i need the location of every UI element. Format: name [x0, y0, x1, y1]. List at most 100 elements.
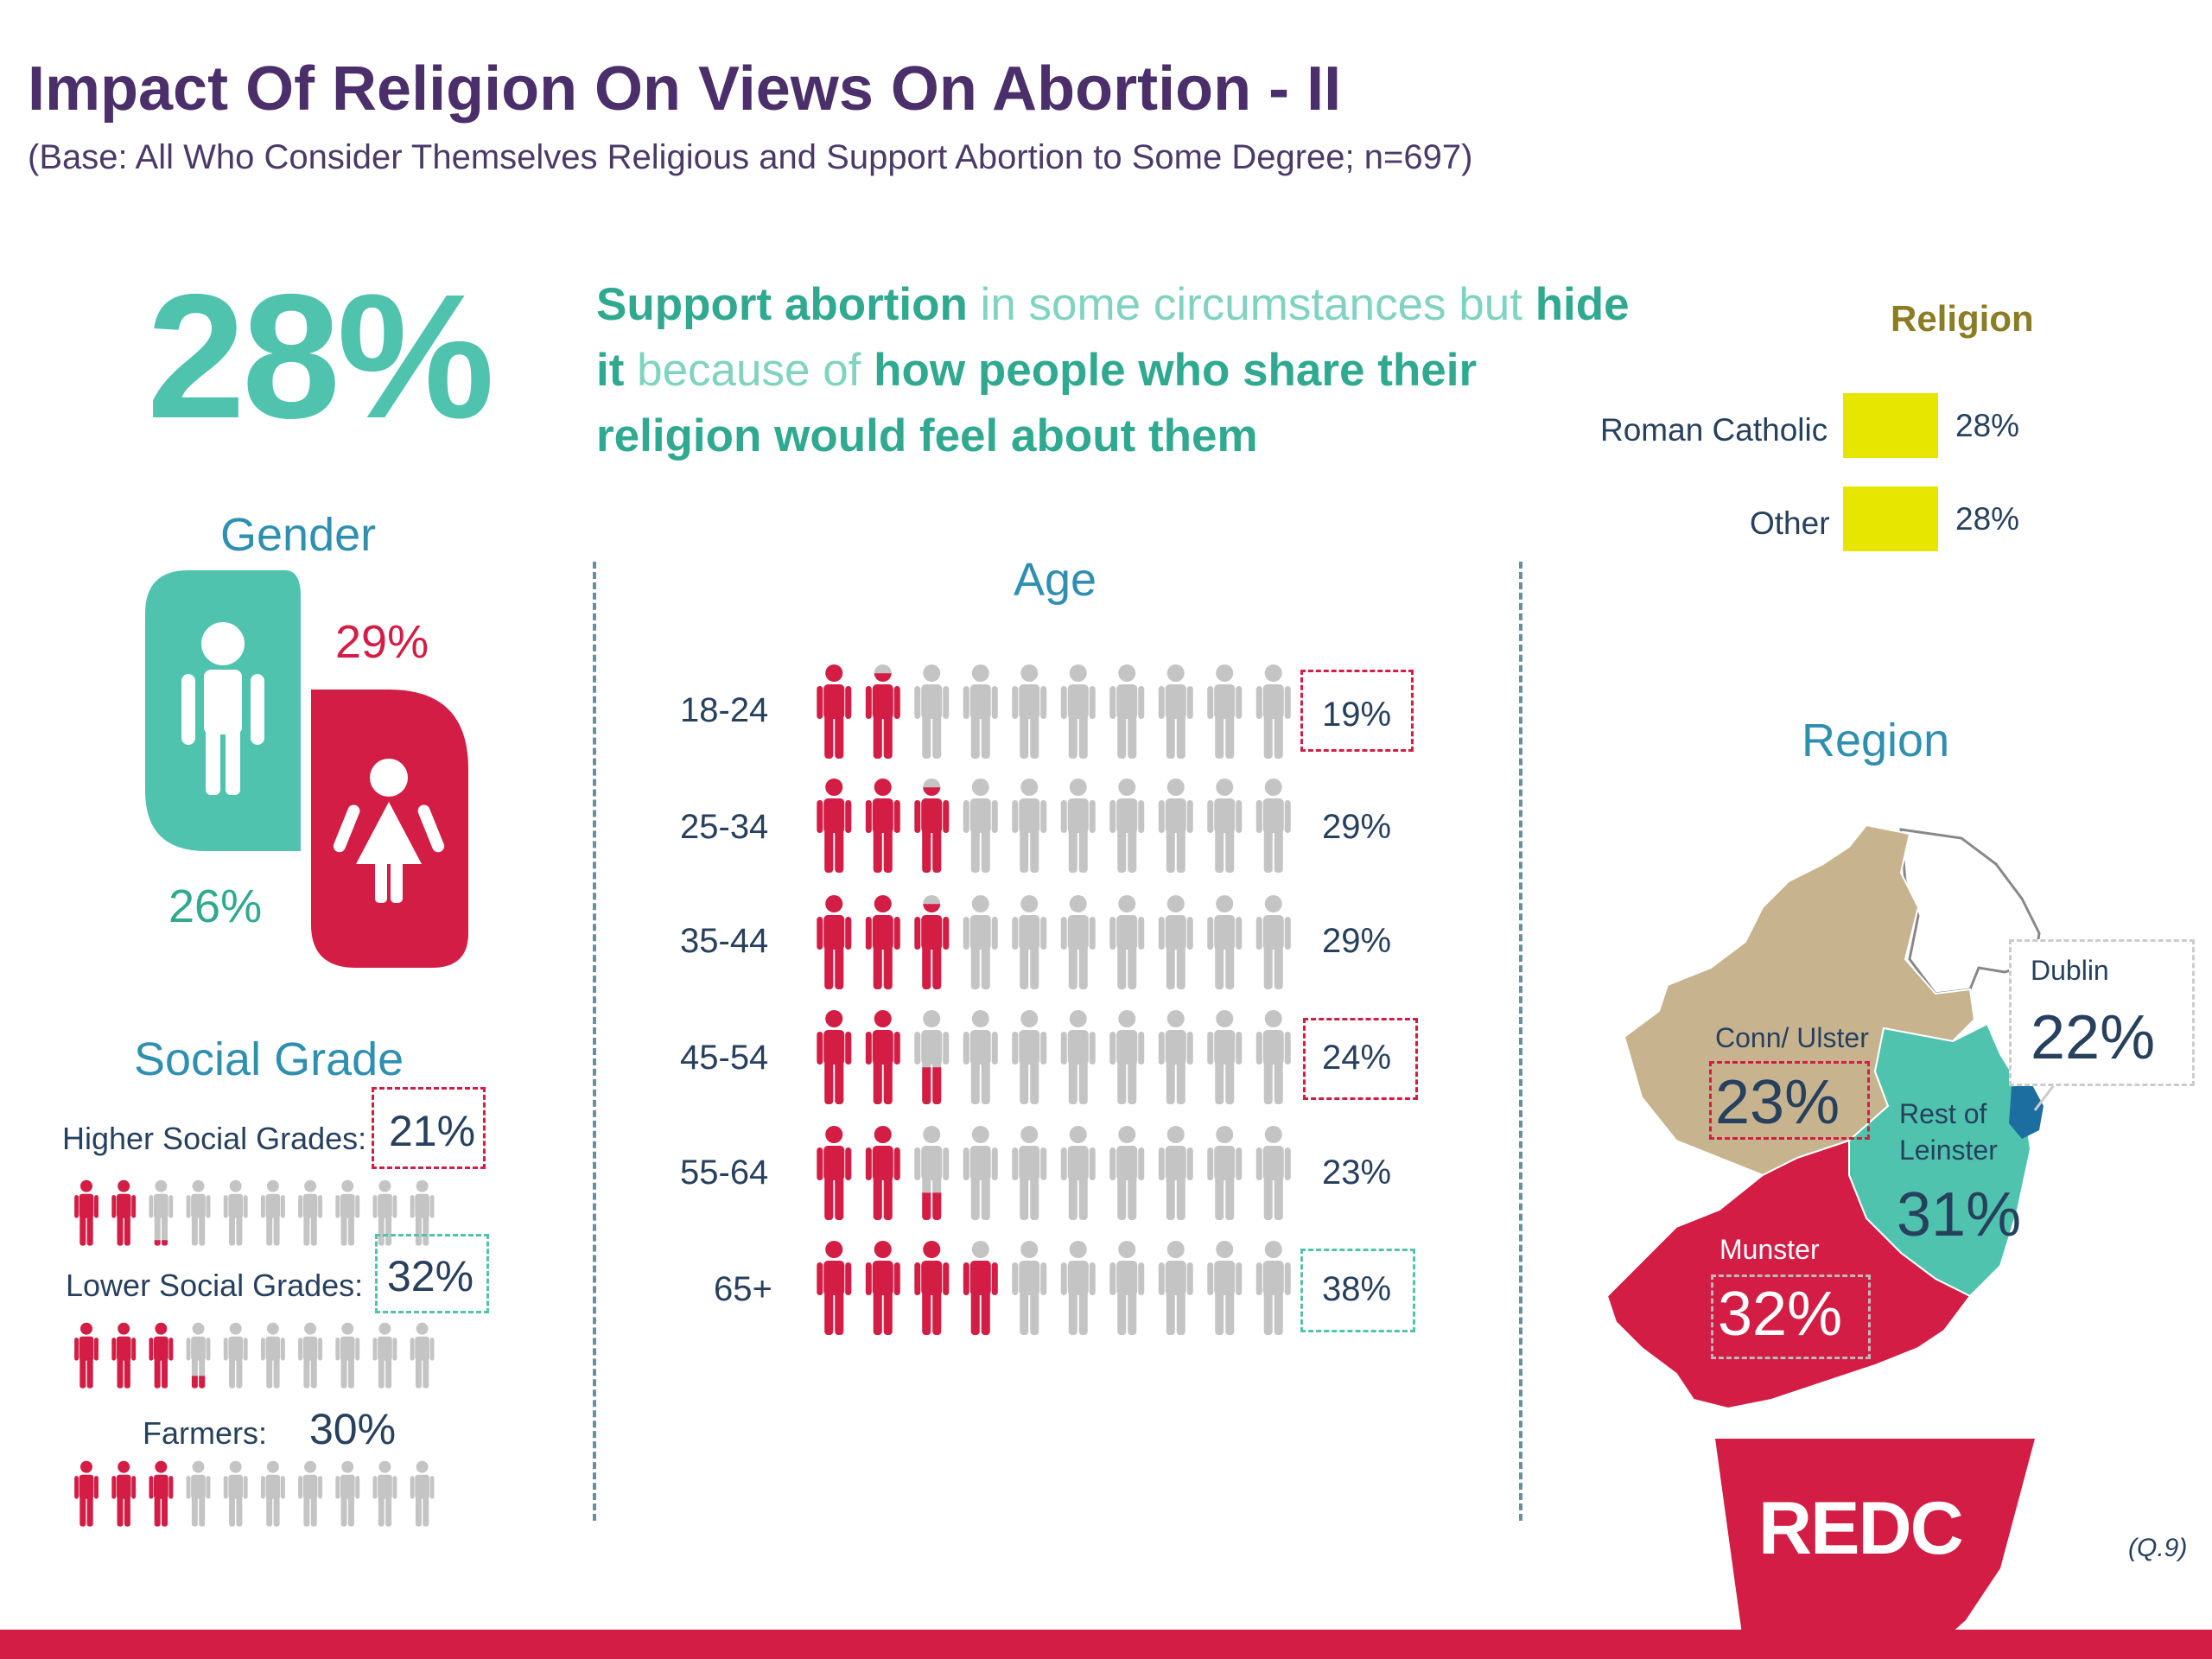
- highlight-box: [1300, 670, 1414, 752]
- person-icon: [298, 1179, 322, 1246]
- page-subtitle: (Base: All Who Consider Themselves Relig…: [28, 138, 1473, 176]
- person-icon: [1060, 1241, 1096, 1335]
- person-icon: [963, 1241, 998, 1335]
- person-icon: [223, 1322, 248, 1389]
- headline-part: Support abortion: [596, 279, 968, 330]
- person-icon: [1060, 1010, 1096, 1104]
- highlight-box: [375, 1234, 489, 1313]
- icon-row: [73, 1460, 436, 1532]
- highlight-box: [1300, 1249, 1415, 1332]
- person-icon: [149, 1460, 174, 1527]
- social-grade-label: Higher Social Grades:: [62, 1121, 367, 1156]
- region-value: 31%: [1897, 1180, 2022, 1249]
- person-icon: [298, 1460, 322, 1527]
- person-icon: [963, 1126, 998, 1220]
- age-value: 19%: [1322, 696, 1392, 734]
- highlight-box: [1303, 1018, 1418, 1100]
- icon-row: [73, 1322, 436, 1394]
- religion-label: Other: [1750, 505, 1830, 541]
- person-icon: [865, 1126, 900, 1220]
- age-label: 65+: [714, 1270, 772, 1308]
- person-icon: [111, 1322, 137, 1389]
- religion-title: Religion: [1891, 298, 2034, 339]
- social-grade-value: 21%: [389, 1107, 476, 1155]
- age-label: 35-44: [680, 922, 769, 960]
- social-grade-label: Farmers:: [143, 1415, 267, 1451]
- person-icon: [914, 895, 950, 989]
- person-icon: [223, 1179, 248, 1246]
- person-icon: [1012, 779, 1047, 873]
- region-value: 23%: [1715, 1068, 1840, 1137]
- person-icon: [1255, 779, 1291, 873]
- person-icon: [74, 1322, 99, 1389]
- person-icon: [1158, 1126, 1193, 1220]
- region-label: Rest of Leinster: [1899, 1098, 1998, 1166]
- person-icon: [963, 1010, 998, 1104]
- person-icon: [963, 664, 998, 759]
- age-label: 25-34: [680, 808, 769, 846]
- highlight-box: [372, 1087, 486, 1169]
- person-icon: [1207, 1241, 1243, 1335]
- religion-label: Roman Catholic: [1600, 412, 1828, 448]
- person-icon: [1109, 779, 1145, 873]
- person-icon: [298, 1322, 322, 1389]
- person-icon: [1060, 895, 1096, 989]
- person-icon: [1109, 1126, 1145, 1220]
- person-icon: [1012, 664, 1047, 759]
- redc-logo: REDC: [1758, 1487, 1964, 1570]
- person-icon: [817, 1241, 852, 1335]
- person-icon: [149, 1179, 174, 1246]
- person-icon: [1207, 779, 1243, 873]
- person-icon: [914, 664, 950, 759]
- person-icon: [1255, 664, 1291, 759]
- person-icon: [410, 1179, 435, 1246]
- highlight-box: [1709, 1061, 1870, 1140]
- person-icon: [1207, 895, 1243, 989]
- person-icon: [260, 1179, 285, 1246]
- person-icon: [865, 1241, 900, 1335]
- icon-row: [817, 1240, 1293, 1341]
- person-icon: [914, 1010, 950, 1104]
- person-icon: [1158, 664, 1193, 759]
- person-icon: [260, 1460, 285, 1527]
- person-icon: [1012, 1010, 1047, 1104]
- person-icon: [186, 1322, 211, 1389]
- region-label: Conn/ Ulster: [1715, 1022, 1869, 1053]
- person-icon: [1255, 1241, 1291, 1335]
- headline-part: hide it: [596, 279, 1630, 396]
- highlight-box: [1711, 1274, 1871, 1359]
- person-icon: [1207, 664, 1243, 759]
- social-grade-label: Lower Social Grades:: [66, 1268, 364, 1303]
- icon-row: [817, 664, 1293, 765]
- person-icon: [817, 779, 852, 873]
- age-label: 45-54: [680, 1039, 769, 1077]
- person-icon: [914, 1126, 950, 1220]
- divider: [593, 562, 596, 1521]
- religion-bar: [1843, 393, 1938, 458]
- person-icon: [1255, 895, 1291, 989]
- person-icon: [111, 1179, 137, 1246]
- person-icon: [74, 1179, 99, 1246]
- icon-row: [817, 778, 1293, 879]
- person-icon: [1255, 1010, 1291, 1104]
- icon-row: [73, 1179, 436, 1251]
- person-icon: [1255, 1126, 1291, 1220]
- person-icon: [1207, 1126, 1243, 1220]
- headline-text: Support abortion in some circumstances b…: [596, 272, 1650, 469]
- region-value: 32%: [1718, 1280, 1843, 1349]
- person-icon: [149, 1322, 174, 1389]
- gender-title: Gender: [220, 509, 377, 561]
- person-icon: [817, 664, 852, 759]
- person-icon: [1109, 1241, 1145, 1335]
- headline-part: in some circumstances but: [967, 279, 1535, 330]
- age-title: Age: [1014, 554, 1097, 606]
- person-icon: [1109, 664, 1145, 759]
- person-icon: [914, 779, 950, 873]
- age-label: 18-24: [680, 691, 769, 729]
- person-icon: [1012, 1126, 1047, 1220]
- headline-value: 28%: [147, 257, 494, 455]
- male-icon: [181, 622, 264, 795]
- question-ref: (Q.9): [2128, 1534, 2188, 1562]
- person-icon: [74, 1460, 99, 1527]
- person-icon: [865, 779, 900, 873]
